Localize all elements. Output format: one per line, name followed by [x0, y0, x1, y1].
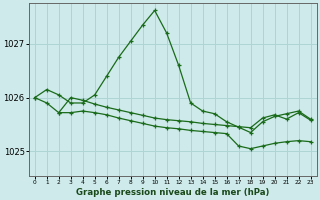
X-axis label: Graphe pression niveau de la mer (hPa): Graphe pression niveau de la mer (hPa)	[76, 188, 269, 197]
